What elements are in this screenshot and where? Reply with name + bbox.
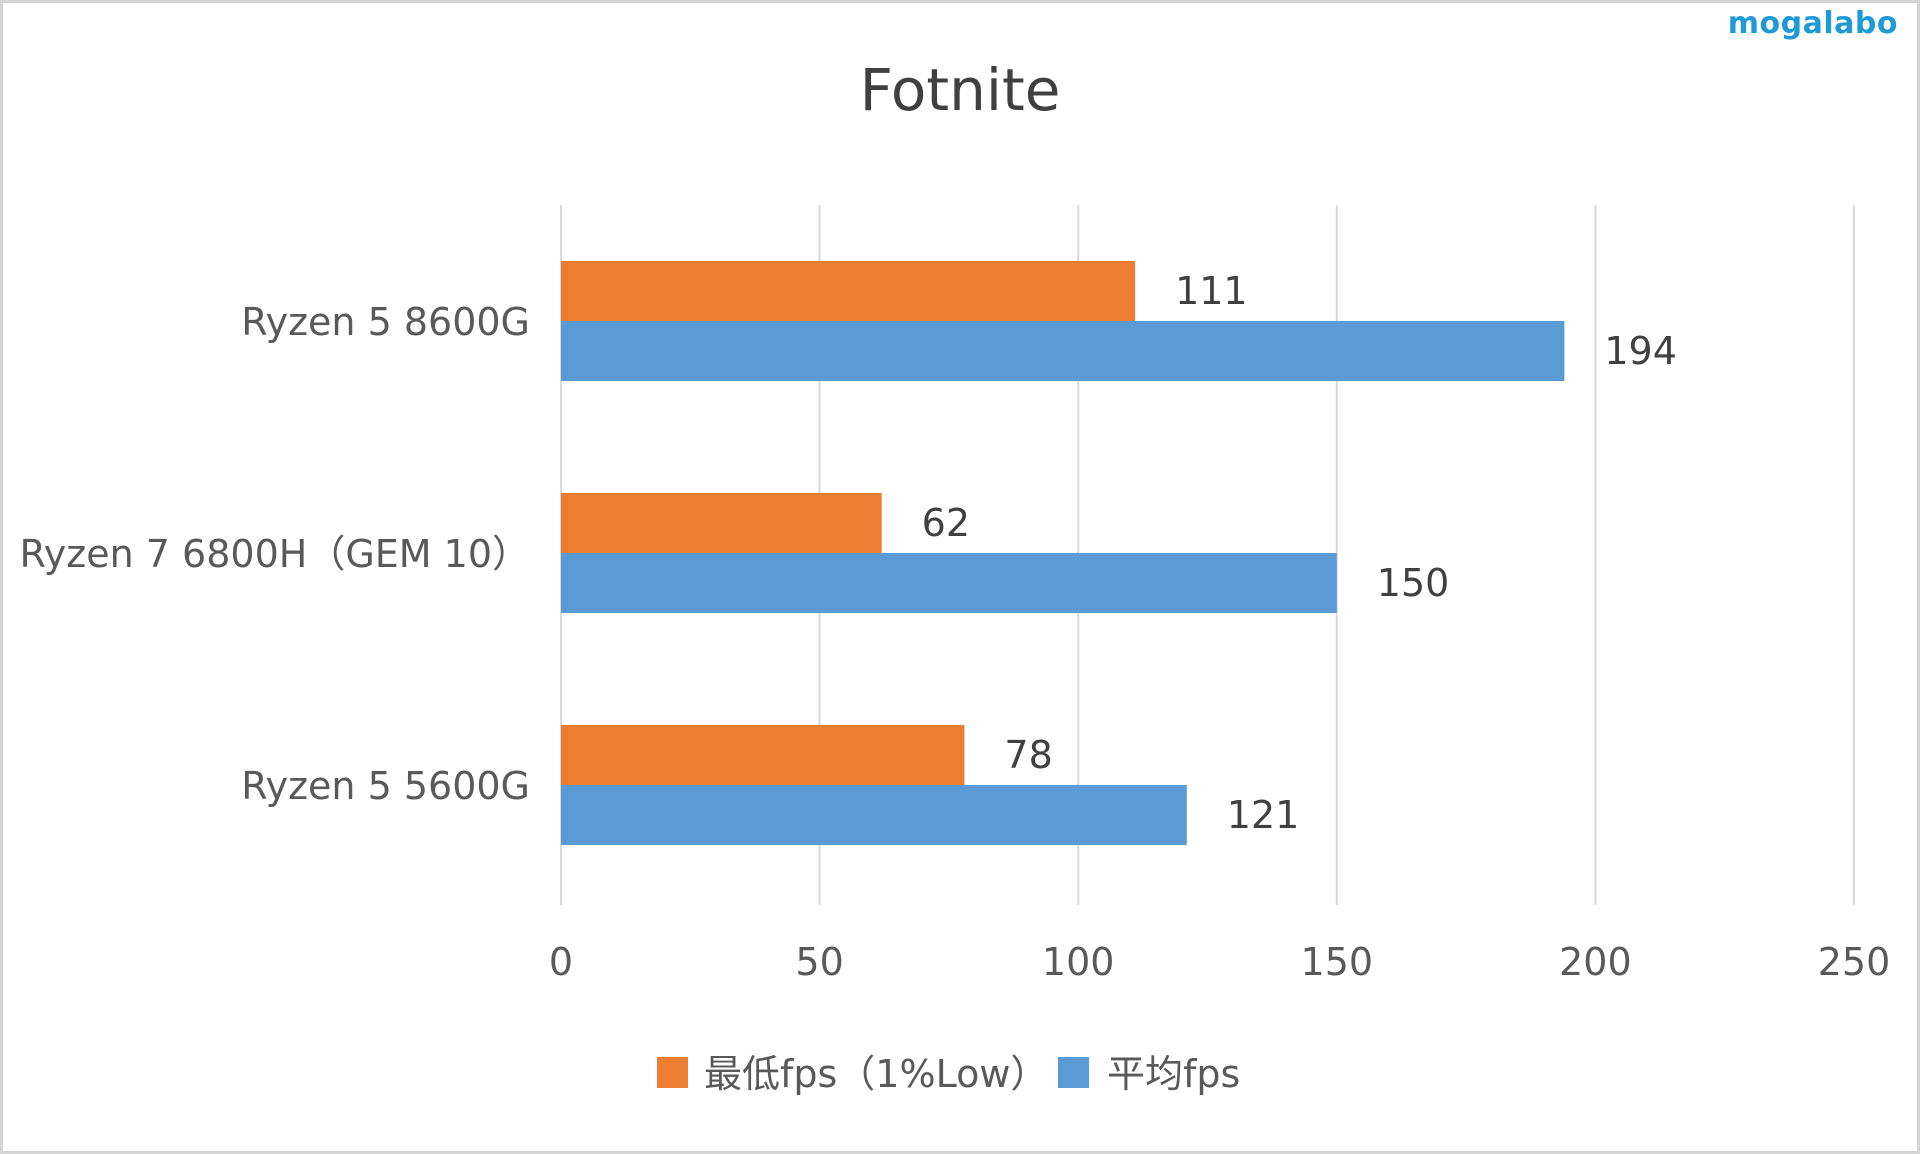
legend-swatch [1058,1057,1089,1088]
bar-avg-fps [561,321,1565,381]
bar-low-fps [561,261,1136,321]
data-label: 111 [1175,269,1248,313]
category-label: Ryzen 7 6800H（GEM 10） [19,532,530,576]
data-label: 62 [922,501,970,545]
x-axis-ticks: 0 50 100 150 200 250 [549,940,1890,984]
data-labels: 111 194 62 150 78 121 [922,269,1677,837]
x-tick-label: 100 [1042,940,1115,984]
data-label: 194 [1604,329,1677,373]
data-label: 150 [1377,561,1450,605]
bar-avg-fps [561,785,1187,845]
bar-avg-fps [561,553,1337,613]
category-labels: Ryzen 5 8600G Ryzen 7 6800H（GEM 10） Ryzen … [19,300,530,808]
x-tick-label: 50 [795,940,843,984]
x-tick-label: 150 [1301,940,1374,984]
legend-swatch [657,1057,688,1088]
chart-title: Fotnite [860,56,1061,124]
x-tick-label: 200 [1559,940,1632,984]
legend-label: 最低fps（1%Low） [704,1052,1048,1096]
x-tick-label: 0 [549,940,573,984]
watermark-logo: mogalabo [1727,6,1898,41]
category-label: Ryzen 5 8600G [241,300,530,344]
bars [561,261,1565,845]
legend: 最低fps（1%Low） 平均fps [657,1052,1240,1096]
legend-label: 平均fps [1107,1052,1240,1096]
bar-low-fps [561,725,965,785]
bar-low-fps [561,493,882,553]
x-tick-label: 250 [1818,940,1891,984]
data-label: 121 [1227,793,1300,837]
data-label: 78 [1004,733,1052,777]
category-label: Ryzen 5 5600G [241,764,530,808]
